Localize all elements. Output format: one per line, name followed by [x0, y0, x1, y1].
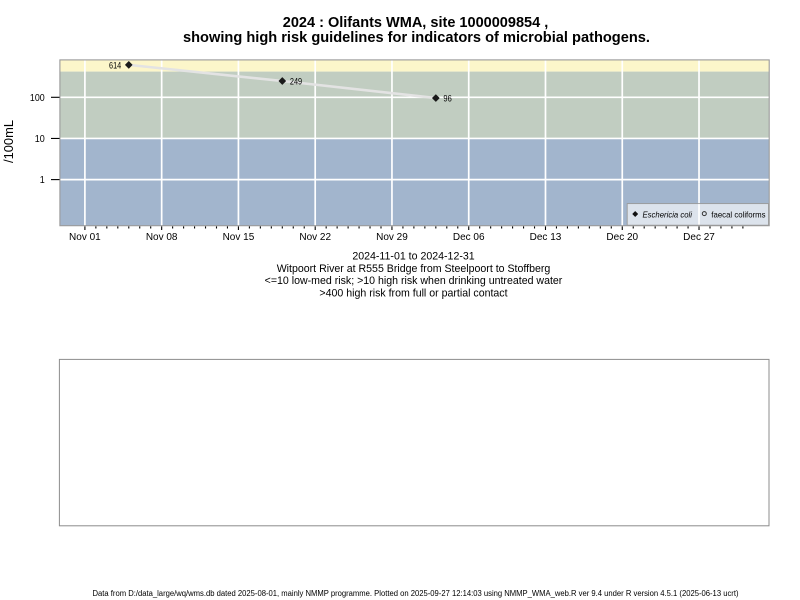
- svg-text:Dec 06: Dec 06: [453, 232, 485, 243]
- svg-text:Nov 01: Nov 01: [69, 232, 101, 243]
- svg-text:Nov 15: Nov 15: [223, 232, 255, 243]
- svg-text:1: 1: [40, 175, 45, 186]
- svg-text:2024 : Olifants WMA, site 1000: 2024 : Olifants WMA, site 1000009854 ,: [283, 15, 549, 31]
- svg-text:>400 high risk from full or pa: >400 high risk from full or partial cont…: [319, 287, 507, 299]
- svg-text:Nov 08: Nov 08: [146, 232, 178, 243]
- svg-text:/100mL: /100mL: [1, 120, 16, 163]
- svg-text:614: 614: [109, 60, 121, 71]
- svg-text:showing high risk guidelines f: showing high risk guidelines for indicat…: [183, 30, 650, 46]
- svg-text:10: 10: [35, 134, 45, 145]
- svg-text:Eschericia coli: Eschericia coli: [643, 209, 694, 219]
- svg-text:Data from D:/data_large/wq/wms: Data from D:/data_large/wq/wms.db dated …: [93, 589, 739, 598]
- svg-text:96: 96: [443, 93, 451, 104]
- svg-text:249: 249: [290, 76, 302, 87]
- svg-text:Dec 27: Dec 27: [683, 232, 715, 243]
- svg-text:Nov 29: Nov 29: [376, 232, 408, 243]
- svg-text:<=10 low-med risk; >10 high ri: <=10 low-med risk; >10 high risk when dr…: [265, 275, 563, 287]
- svg-text:Witpoort River at R555 Bridge: Witpoort River at R555 Bridge from Steel…: [277, 263, 551, 275]
- svg-text:Nov 22: Nov 22: [299, 232, 331, 243]
- svg-text:100: 100: [30, 93, 45, 104]
- svg-text:Dec 13: Dec 13: [530, 232, 562, 243]
- svg-text:faecal coliforms: faecal coliforms: [711, 209, 765, 219]
- svg-text:2024-11-01 to 2024-12-31: 2024-11-01 to 2024-12-31: [352, 251, 474, 263]
- svg-text:Dec 20: Dec 20: [606, 232, 638, 243]
